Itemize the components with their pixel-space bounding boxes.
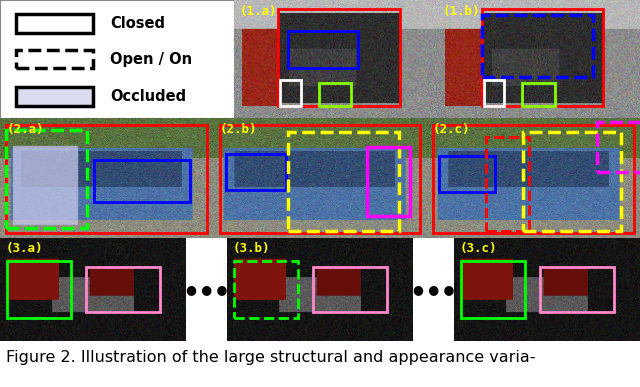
Text: Open / On: Open / On — [110, 51, 192, 67]
Text: (2.c): (2.c) — [433, 123, 470, 136]
Bar — [17, 50, 93, 68]
Bar — [278, 9, 400, 106]
Bar — [486, 137, 529, 231]
Bar — [17, 14, 93, 33]
Text: Figure 2. Illustration of the large structural and appearance varia-: Figure 2. Illustration of the large stru… — [6, 350, 536, 365]
Bar — [312, 267, 387, 312]
Bar — [522, 83, 555, 106]
Bar — [289, 31, 358, 68]
Text: (2.b): (2.b) — [220, 123, 257, 136]
Bar — [440, 156, 495, 192]
Bar — [481, 15, 593, 77]
Bar — [226, 154, 286, 190]
Bar — [523, 132, 621, 231]
Bar — [461, 260, 525, 318]
Bar — [540, 267, 614, 312]
Bar — [8, 260, 70, 318]
Text: Occluded: Occluded — [110, 89, 186, 104]
Bar — [288, 132, 399, 231]
Text: Closed: Closed — [110, 16, 164, 31]
Bar — [280, 80, 301, 106]
Bar — [17, 87, 93, 106]
Bar — [234, 260, 298, 318]
Bar — [6, 130, 88, 228]
Bar — [484, 80, 504, 106]
Bar — [13, 146, 77, 224]
Text: (3.b): (3.b) — [232, 242, 270, 255]
Bar — [94, 160, 190, 202]
Bar — [86, 267, 160, 312]
Bar — [481, 9, 604, 106]
Text: (1.a): (1.a) — [240, 5, 277, 18]
Text: (2.a): (2.a) — [6, 123, 44, 136]
Text: (3.a): (3.a) — [6, 242, 43, 255]
Bar — [13, 146, 77, 224]
Bar — [597, 122, 640, 172]
Text: ● ● ●: ● ● ● — [186, 283, 227, 296]
Text: ● ● ●: ● ● ● — [413, 283, 454, 296]
Text: (3.c): (3.c) — [460, 242, 497, 255]
Bar — [367, 147, 410, 216]
Bar — [319, 83, 351, 106]
Text: (1.b): (1.b) — [443, 5, 481, 18]
